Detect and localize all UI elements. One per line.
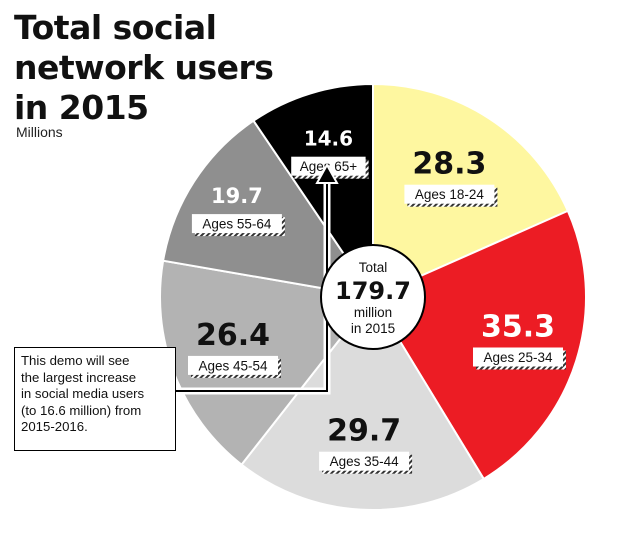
slice-value-label: 28.3	[412, 147, 486, 182]
slice-category-label: Ages 55-64	[202, 217, 272, 232]
pie-slice	[371, 209, 587, 481]
slice-label-box	[319, 451, 410, 471]
callout-line-1: This demo will see	[21, 353, 130, 368]
slice-label-box	[404, 184, 495, 204]
pie-labels: 28.3 Ages 18-24 35.3 Ages 25-34 29.7 Ages 35-…	[188, 127, 566, 474]
callout-line-5: 2015-2016.	[21, 419, 88, 434]
center-circle	[320, 244, 426, 350]
slice-label-box	[473, 347, 563, 367]
callout-line-4: (to 16.6 million) from	[21, 402, 142, 418]
callout-arrow-head	[315, 162, 339, 184]
chart-title: Total social network users in 2015	[14, 8, 274, 128]
pie-slice	[161, 119, 376, 299]
unit-label: Millions	[16, 124, 63, 140]
slice-value-label: 14.6	[304, 127, 353, 151]
slice-value-label: 26.4	[196, 318, 270, 353]
slice-category-label: Ages 35-44	[330, 454, 400, 469]
callout-line-3: in social media users	[21, 386, 145, 401]
pie-slice	[240, 295, 486, 511]
callout-note: This demo will see the largest increase …	[14, 347, 176, 451]
slice-category-label: Ages 45-54	[198, 358, 268, 373]
title-line-1: Total social	[14, 8, 217, 47]
center-label-bottom-2: in 2015	[351, 321, 395, 336]
slice-value-label: 19.7	[211, 184, 263, 208]
title-line-3: in 2015	[14, 88, 149, 127]
pie-slices	[159, 82, 587, 511]
center-total-value: 179.7	[335, 277, 411, 305]
callout-arrow	[176, 162, 339, 395]
center-label-top: Total	[359, 260, 388, 275]
slice-value-label: 29.7	[327, 414, 401, 449]
callout-arrow-line	[176, 183, 328, 392]
slice-category-label: Ages 25-34	[483, 350, 553, 365]
slice-label-box	[188, 355, 278, 375]
callout-line-2: the largest increase	[21, 369, 137, 385]
slice-label-box	[191, 214, 282, 234]
slice-category-label: Ages 18-24	[415, 187, 485, 202]
pie-slice	[252, 82, 374, 301]
slice-value-label: 35.3	[481, 310, 555, 345]
title-line-2: network users	[14, 48, 274, 87]
center-label-bottom-1: million	[354, 305, 392, 320]
